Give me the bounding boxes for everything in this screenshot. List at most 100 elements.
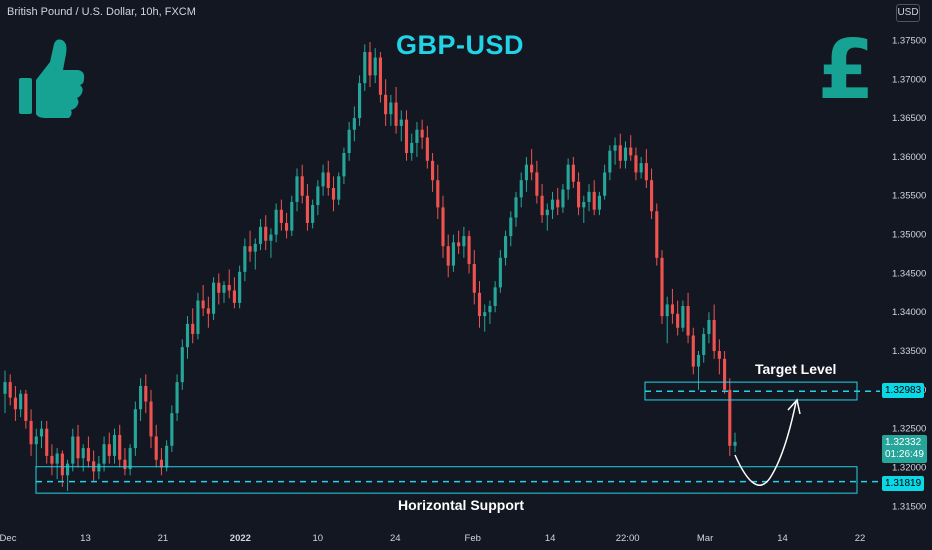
price-tick-label: 1.35500 [892, 191, 926, 202]
current-price-tag: 1.32332 01:26:49 [882, 435, 927, 463]
candle-body [509, 217, 513, 237]
candle-body [613, 145, 617, 151]
candle-body [587, 191, 591, 202]
candle-body [274, 209, 278, 235]
candle-body [232, 290, 236, 303]
candle-body [717, 351, 721, 359]
time-tick-label: 24 [390, 533, 401, 544]
support-label: Horizontal Support [398, 497, 524, 513]
candle-body [415, 129, 419, 143]
candle-body [8, 382, 12, 398]
candle-body [665, 304, 669, 317]
candle-body [86, 448, 90, 462]
candle-body [504, 236, 508, 258]
candle-body [352, 118, 356, 130]
projection-arrow [734, 401, 797, 486]
time-tick-label: 21 [158, 533, 169, 544]
candle-body [597, 195, 601, 210]
candle-body [165, 445, 169, 468]
candle-body [681, 306, 685, 328]
candle-body [196, 300, 200, 334]
thumbs-up-icon [19, 39, 85, 118]
candle-body [425, 137, 429, 161]
target-level-label: Target Level [755, 361, 837, 377]
candle-body [451, 242, 455, 266]
candle-body [144, 385, 148, 402]
candle-body [436, 180, 440, 208]
candle-body [331, 187, 336, 200]
candle-body [201, 300, 205, 309]
candle-body [650, 180, 654, 212]
time-tick-label: 2022 [230, 533, 251, 544]
candle-body [712, 319, 716, 352]
candle-body [728, 389, 732, 446]
candle-body [676, 313, 680, 328]
candle-body [462, 236, 466, 247]
level-zone[interactable] [35, 466, 858, 494]
candle-body [3, 382, 7, 394]
candle-body [394, 102, 398, 126]
candle-body [71, 436, 75, 464]
level-zones [35, 381, 880, 494]
price-tick-label: 1.36000 [892, 152, 926, 163]
time-axis[interactable]: Dec 13 21 2022 10 24 Feb 14 22:00 Mar 14 22 [0, 533, 865, 544]
candle-body [623, 147, 628, 161]
candle-body [102, 444, 106, 464]
candle-body [618, 145, 622, 161]
candle-body [269, 234, 273, 241]
candle-body [608, 150, 612, 173]
candle-body [519, 180, 523, 198]
candle-body [420, 129, 424, 138]
price-tick-label: 1.33500 [892, 346, 926, 357]
pound-sign-icon: £ [817, 23, 874, 118]
candle-body [655, 211, 659, 258]
candle-body [660, 257, 664, 317]
support-price-tag: 1.31819 [882, 476, 925, 491]
candle-body [149, 401, 153, 437]
candle-body [342, 153, 346, 177]
candle-body [446, 246, 450, 266]
currency-button[interactable]: USD [896, 4, 920, 22]
candle-body [305, 195, 309, 223]
current-price: 1.32332 [885, 437, 922, 448]
candle-body [123, 459, 127, 470]
candle-body [540, 195, 544, 216]
candle-body [81, 448, 85, 459]
candle-body [191, 323, 195, 334]
candle-body [545, 209, 549, 216]
candle-body [29, 420, 33, 445]
candle-body [258, 226, 263, 244]
candle-body [55, 453, 59, 464]
candle-body [384, 94, 388, 115]
candle-body [686, 306, 690, 336]
time-tick-label: Mar [697, 533, 713, 544]
price-tick-label: 1.34000 [892, 307, 926, 318]
candle-body [404, 119, 409, 154]
candle-body [467, 236, 471, 265]
candle-body [399, 119, 403, 126]
candle-body [670, 304, 674, 314]
candle-body [373, 57, 377, 76]
price-tick-label: 1.32500 [892, 424, 926, 435]
candle-body [76, 436, 80, 459]
candle-body [514, 197, 518, 218]
candle-body [227, 285, 231, 291]
candle-body [723, 358, 727, 390]
candle-body [50, 455, 54, 464]
candle-body [185, 323, 190, 348]
candle-body [592, 191, 596, 210]
candle-body [290, 201, 294, 231]
candle-body [238, 271, 242, 303]
candle-body [112, 434, 117, 456]
candle-body [170, 413, 174, 446]
candle-body [264, 226, 268, 241]
candle-body [639, 163, 643, 173]
candle-body [530, 164, 534, 173]
candle-body [118, 434, 122, 460]
price-tick-label: 1.37000 [892, 74, 926, 85]
candle-body [488, 306, 492, 313]
candle-body [337, 176, 341, 200]
arrow-head-icon [787, 398, 801, 415]
candle-body [566, 164, 570, 190]
